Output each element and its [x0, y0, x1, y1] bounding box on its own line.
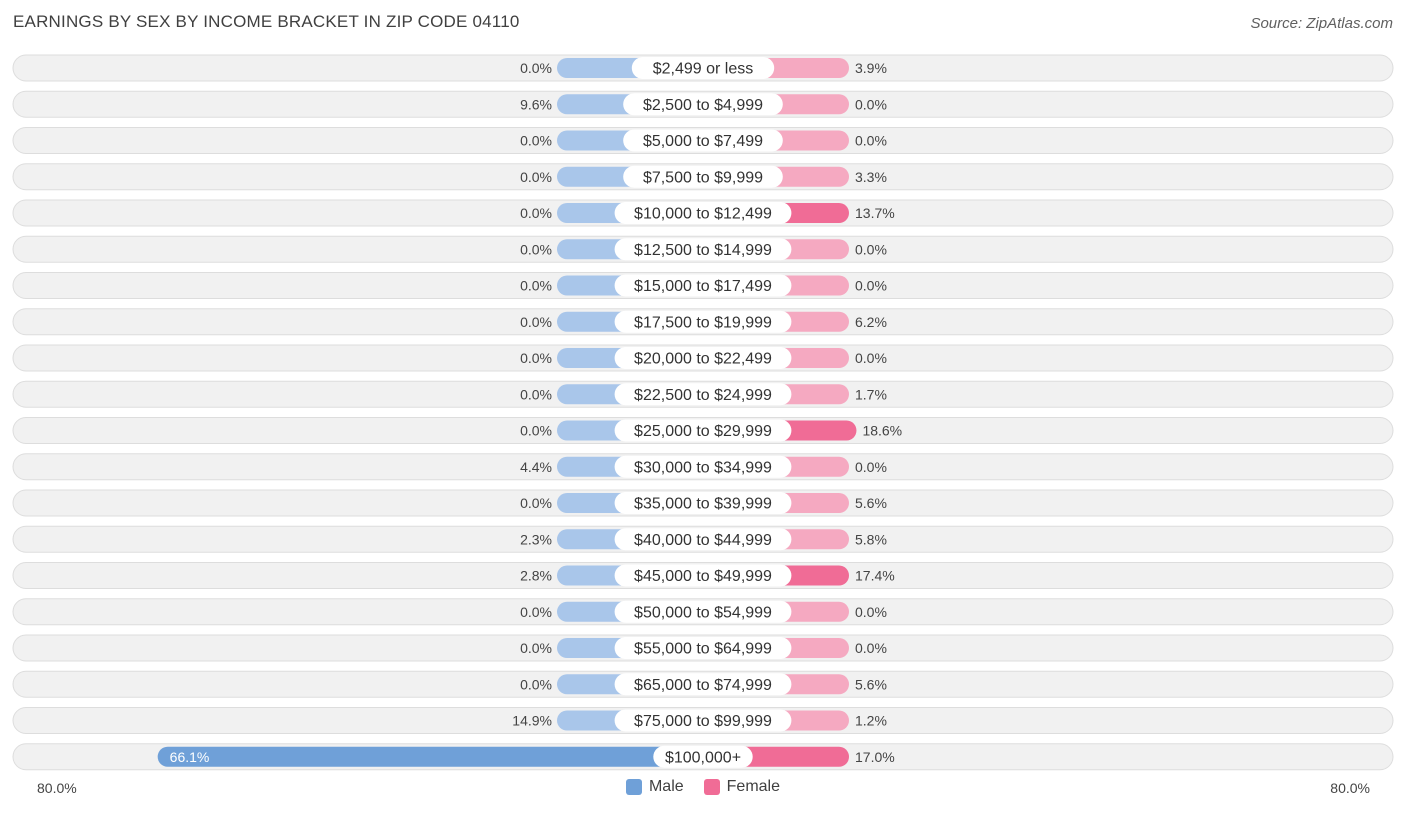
value-label-female: 17.0%: [855, 749, 895, 765]
category-pill: [614, 238, 792, 261]
category-label: $10,000 to $12,499: [634, 206, 772, 223]
value-label-female: 18.6%: [862, 423, 902, 439]
value-label-male: 0.0%: [520, 386, 552, 402]
category-pill: [614, 709, 792, 732]
category-label: $45,000 to $49,999: [634, 568, 772, 585]
category-pill: [614, 492, 792, 514]
category-pill: [614, 419, 792, 442]
category-pill: [614, 383, 792, 406]
value-label-male: 0.0%: [520, 133, 552, 149]
bar-male: [157, 746, 704, 767]
value-label-male: 0.0%: [520, 423, 552, 439]
category-pill: [623, 165, 783, 188]
value-label-female: 0.0%: [855, 459, 887, 475]
value-label-male: 0.0%: [520, 350, 552, 366]
category-label: $40,000 to $44,999: [634, 532, 772, 549]
value-label-female: 13.7%: [855, 205, 895, 221]
category-pill: [614, 637, 792, 659]
legend-label-female: Female: [726, 778, 781, 795]
category-pill: [614, 310, 792, 333]
category-label: $55,000 to $64,999: [634, 641, 772, 658]
category-label: $7,500 to $9,999: [643, 169, 763, 186]
category-label: $75,000 to $99,999: [634, 713, 772, 730]
category-pill: [614, 528, 792, 551]
legend: Male Female: [0, 778, 1406, 796]
value-label-male: 0.0%: [520, 314, 552, 330]
value-label-female: 5.8%: [855, 531, 887, 547]
category-label: $12,500 to $14,999: [634, 242, 772, 259]
category-label: $17,500 to $19,999: [634, 314, 772, 331]
source-credit: Source: ZipAtlas.com: [1250, 15, 1393, 32]
value-label-female: 0.0%: [855, 278, 887, 294]
legend-label-male: Male: [648, 778, 684, 795]
chart-canvas: $2,499 or less 0.0% 3.9% $2,500 to $4,999 9.…: [12, 54, 1394, 771]
category-pill: [614, 455, 792, 478]
chart-title: EARNINGS BY SEX BY INCOME BRACKET IN ZIP…: [13, 12, 520, 31]
value-label-female: 3.9%: [855, 60, 887, 76]
value-label-female: 0.0%: [855, 96, 887, 112]
category-pill: [614, 274, 792, 297]
value-label-male: 14.9%: [512, 713, 552, 729]
value-label-female: 0.0%: [855, 133, 887, 149]
category-label: $50,000 to $54,999: [634, 604, 772, 621]
category-label: $65,000 to $74,999: [634, 677, 772, 694]
legend-swatch-male: [625, 779, 642, 795]
category-pill: [614, 202, 792, 224]
value-label-male: 0.0%: [520, 495, 552, 511]
category-label: $15,000 to $17,499: [634, 278, 772, 295]
value-label-male: 0.0%: [520, 205, 552, 221]
category-pill: [614, 673, 792, 696]
value-label-male: 0.0%: [520, 640, 552, 656]
value-label-female: 0.0%: [855, 604, 887, 620]
value-label-female: 6.2%: [855, 314, 887, 330]
axis-right-label: 80.0%: [1330, 780, 1370, 796]
category-label: $100,000+: [665, 749, 741, 766]
category-label: $35,000 to $39,999: [634, 496, 772, 513]
category-label: $20,000 to $22,499: [634, 351, 772, 368]
category-pill: [631, 57, 775, 79]
category-pill: [614, 564, 792, 587]
value-label-male: 0.0%: [520, 169, 552, 185]
value-label-female: 0.0%: [855, 350, 887, 366]
value-label-male: 9.6%: [520, 96, 552, 112]
category-label: $5,000 to $7,499: [643, 133, 763, 150]
category-label: $30,000 to $34,999: [634, 459, 772, 476]
category-pill: [623, 129, 783, 152]
category-pill: [653, 745, 753, 768]
value-label-male: 2.3%: [520, 531, 552, 547]
value-label-male: 0.0%: [520, 60, 552, 76]
legend-item-male: Male: [625, 778, 684, 796]
category-pill: [614, 600, 792, 623]
value-label-male: 4.4%: [520, 459, 552, 475]
value-label-male: 0.0%: [520, 241, 552, 257]
value-label-male: 2.8%: [520, 568, 552, 584]
value-label-male: 0.0%: [520, 604, 552, 620]
value-label-female: 0.0%: [855, 640, 887, 656]
category-label: $25,000 to $29,999: [634, 423, 772, 440]
legend-item-female: Female: [703, 778, 781, 796]
category-pill: [614, 347, 792, 369]
value-label-female: 1.7%: [855, 386, 887, 402]
value-label-female: 1.2%: [855, 713, 887, 729]
category-pill: [623, 93, 783, 116]
value-label-female: 5.6%: [855, 495, 887, 511]
value-label-male: 0.0%: [520, 676, 552, 692]
category-label: $22,500 to $24,999: [634, 387, 772, 404]
value-label-female: 5.6%: [855, 676, 887, 692]
category-label: $2,500 to $4,999: [643, 97, 763, 114]
axis-left-label: 80.0%: [37, 780, 77, 796]
value-label-female: 0.0%: [855, 241, 887, 257]
value-label-female: 3.3%: [855, 169, 887, 185]
legend-swatch-female: [703, 779, 720, 795]
value-label-male: 0.0%: [520, 278, 552, 294]
value-label-female: 17.4%: [855, 568, 895, 584]
value-label-male: 66.1%: [170, 749, 210, 765]
category-label: $2,499 or less: [653, 61, 754, 78]
